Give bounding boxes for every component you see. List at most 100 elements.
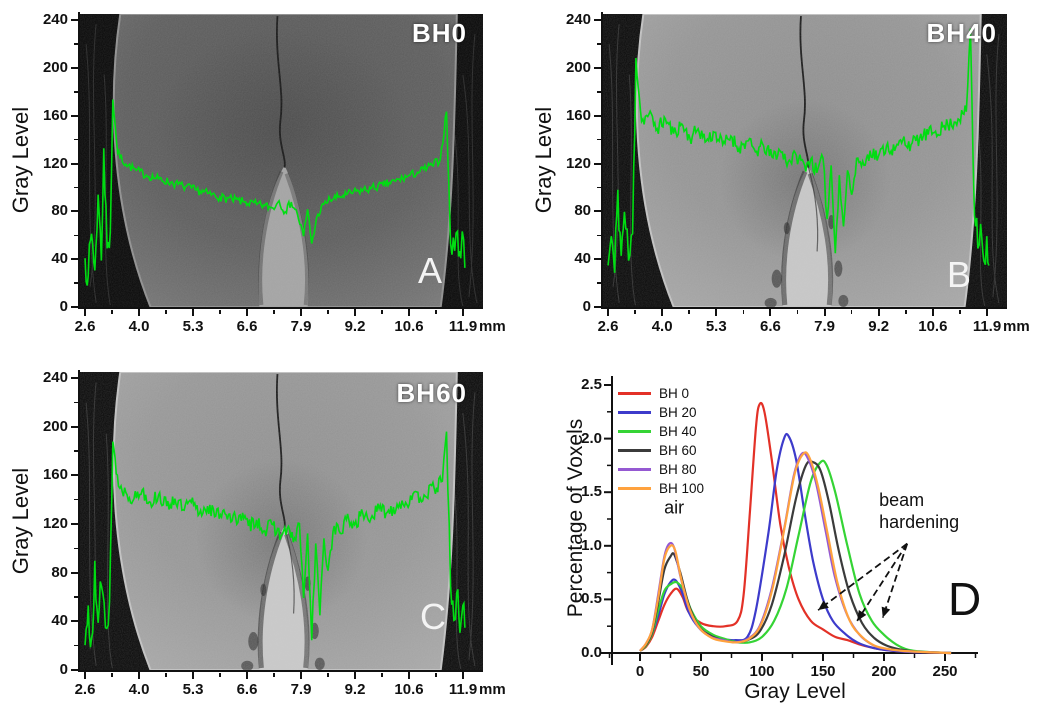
y-minor-tick [597, 91, 601, 93]
y-minor-tick [74, 138, 78, 141]
ct-plot-b: BH40 B [603, 14, 1007, 307]
y-tick-label: 1.5 [581, 483, 602, 501]
legend-line-bh100 [618, 487, 651, 490]
x-tick-label: 7.9 [814, 318, 835, 335]
x-tick [823, 309, 826, 316]
x-minor-tick [111, 310, 113, 314]
y-minor-tick [597, 43, 601, 45]
x-tick [246, 672, 248, 679]
legend-item: BH 40 [618, 422, 704, 441]
y-tick [594, 162, 601, 165]
y-tick-label: 1.0 [581, 536, 602, 554]
arrowhead [818, 600, 829, 611]
arrowhead [857, 609, 867, 621]
x-tick [192, 672, 194, 679]
y-axis-title: Gray Level [8, 467, 33, 575]
y-tick-label: 2.5 [581, 376, 602, 393]
x-tick-label: 10.6 [394, 318, 424, 335]
x-minor-tick [959, 310, 961, 314]
y-tick [71, 19, 78, 21]
x-tick [607, 309, 609, 316]
y-tick [71, 114, 78, 117]
x-tick [354, 672, 356, 679]
x-tick-label: 100 [749, 663, 775, 680]
legend-line-bh40 [618, 430, 651, 433]
annotation-air: air [664, 497, 685, 518]
y-minor-tick [74, 596, 78, 598]
x-minor-tick [435, 310, 437, 314]
x-tick [138, 672, 140, 679]
legend-label: BH 0 [659, 385, 690, 401]
y-minor-tick [74, 91, 78, 93]
beam-hardening-arrow [856, 543, 908, 622]
gray-level-profile-line [607, 28, 990, 273]
x-tick-label: 7.9 [290, 681, 312, 698]
y-tick [594, 210, 601, 213]
x-tick [192, 309, 194, 316]
x-tick [715, 309, 718, 316]
y-tick-label: 0 [582, 298, 591, 315]
ct-image-bh60 [80, 372, 483, 670]
x-tick-label: 6.6 [759, 318, 781, 335]
y-tick-label: 80 [51, 202, 68, 220]
x-minor-tick [905, 310, 907, 314]
y-tick [594, 258, 601, 261]
x-tick [300, 672, 302, 679]
y-tick [594, 19, 601, 21]
y-minor-tick [74, 644, 78, 647]
x-tick [462, 672, 464, 679]
noise-grain [80, 14, 483, 307]
y-axis-title: Gray Level [531, 106, 556, 214]
x-minor-tick [111, 673, 113, 677]
y-axis-title: Percentage of Voxels [564, 418, 587, 618]
ct-image-bh0 [80, 14, 483, 307]
x-minor-tick [381, 310, 383, 314]
y-tick [71, 620, 78, 623]
y-tick-label: 80 [51, 563, 68, 581]
x-minor-tick [219, 673, 221, 677]
y-tick-label: 200 [565, 58, 591, 76]
x-tick-label: 11.9 [972, 318, 1002, 335]
panel-letter-d: D [948, 573, 982, 625]
panel-letter-a: A [418, 250, 443, 291]
beam-hardening-arrow [881, 543, 909, 618]
x-axis-unit: mm [479, 318, 506, 335]
legend-label: BH 80 [659, 461, 697, 477]
y-tick-label: 200 [42, 417, 68, 435]
x-tick-label: 11.9 [448, 318, 478, 335]
panel-b: Gray Level [520, 0, 1044, 352]
x-tick [84, 309, 86, 316]
y-tick-label: 160 [42, 106, 68, 124]
legend-item: BH 80 [618, 460, 704, 479]
gray-level-profile-line [84, 431, 466, 648]
y-tick [71, 523, 78, 525]
y-tick-label: 160 [42, 466, 68, 484]
x-tick [408, 672, 410, 679]
y-axis-title: Gray Level [8, 106, 33, 214]
x-tick-label: 9.2 [344, 681, 366, 698]
x-minor-tick [165, 673, 167, 677]
bh-label-c: BH60 [396, 378, 467, 408]
y-minor-tick [597, 234, 601, 236]
x-minor-tick [273, 310, 275, 314]
noise-grain [80, 372, 483, 670]
x-tick [84, 672, 86, 679]
y-tick-label: 240 [42, 11, 68, 28]
beam-hardening-arrow [817, 542, 908, 611]
x-minor-tick [381, 673, 383, 677]
x-minor-tick [435, 673, 437, 677]
y-minor-tick [597, 138, 601, 141]
y-tick [71, 306, 78, 308]
x-tick-label: 4.0 [128, 681, 150, 698]
panel-letter-b: B [947, 254, 972, 295]
y-tick [71, 66, 78, 69]
y-axis [601, 12, 603, 309]
y-tick-label: 240 [42, 369, 68, 386]
y-tick [71, 571, 78, 574]
y-minor-tick [74, 186, 78, 189]
x-axis [601, 307, 1007, 309]
y-tick [71, 669, 78, 671]
legend-label: BH 100 [659, 480, 705, 496]
y-tick-label: 0 [59, 298, 68, 315]
x-minor-tick [688, 310, 690, 314]
